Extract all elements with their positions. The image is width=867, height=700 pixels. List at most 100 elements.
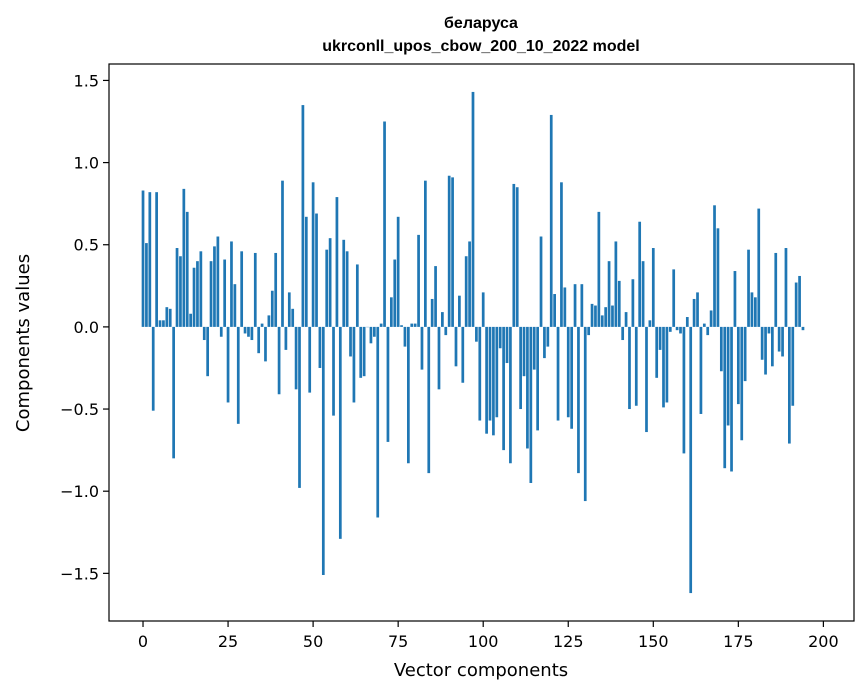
- bar-151: [655, 327, 658, 378]
- bar-137: [608, 261, 611, 327]
- bar-146: [638, 222, 641, 327]
- bar-100: [482, 292, 485, 327]
- bar-20: [210, 261, 213, 327]
- bar-60: [346, 251, 349, 327]
- bar-93: [458, 296, 461, 327]
- bar-188: [781, 327, 784, 357]
- bar-14: [189, 314, 192, 327]
- bar-185: [771, 327, 774, 366]
- bar-27: [234, 284, 237, 327]
- bar-49: [308, 327, 311, 393]
- y-tick-label: 0.0: [74, 318, 99, 337]
- bar-139: [615, 241, 618, 326]
- bar-61: [349, 327, 352, 357]
- bar-150: [652, 248, 655, 327]
- bar-43: [288, 292, 291, 327]
- bar-64: [359, 327, 362, 378]
- bar-0: [142, 191, 145, 327]
- bar-175: [737, 327, 740, 404]
- bar-190: [788, 327, 791, 444]
- bar-144: [632, 279, 635, 327]
- bar-55: [329, 238, 332, 327]
- bar-180: [754, 297, 757, 327]
- bar-86: [434, 266, 437, 327]
- bar-30: [244, 327, 247, 334]
- bar-65: [363, 327, 366, 376]
- bar-79: [410, 324, 413, 327]
- bar-53: [322, 327, 325, 575]
- bar-153: [662, 327, 665, 408]
- bar-152: [659, 327, 662, 350]
- bar-26: [230, 241, 233, 326]
- bar-101: [485, 327, 488, 434]
- chart-title-line-1: беларуса: [444, 15, 518, 32]
- bar-148: [645, 327, 648, 432]
- bar-16: [196, 261, 199, 327]
- bar-10: [176, 248, 179, 327]
- bar-135: [601, 315, 604, 327]
- bar-142: [625, 312, 628, 327]
- bar-149: [649, 320, 652, 327]
- bar-133: [594, 306, 597, 327]
- bar-184: [768, 327, 771, 334]
- bar-187: [778, 327, 781, 352]
- bar-168: [713, 205, 716, 327]
- bar-120: [550, 115, 553, 327]
- bar-194: [802, 327, 805, 330]
- bar-31: [247, 327, 250, 337]
- bar-94: [461, 327, 464, 383]
- bar-122: [557, 327, 560, 421]
- bar-104: [495, 327, 498, 417]
- bar-2: [148, 192, 151, 327]
- bar-8: [169, 309, 172, 327]
- bar-6: [162, 320, 165, 327]
- bar-19: [206, 327, 209, 376]
- bar-116: [536, 327, 539, 431]
- bar-192: [795, 283, 798, 327]
- bar-67: [370, 327, 373, 343]
- y-tick-label: −0.5: [60, 400, 99, 419]
- bar-164: [700, 327, 703, 414]
- bar-84: [427, 327, 430, 473]
- bar-32: [251, 327, 254, 340]
- bar-123: [560, 182, 563, 327]
- bar-178: [747, 250, 750, 327]
- bar-90: [448, 176, 451, 327]
- bar-33: [254, 253, 257, 327]
- bar-54: [325, 250, 328, 327]
- bar-34: [257, 327, 260, 353]
- bar-128: [577, 327, 580, 473]
- x-tick-label: 75: [388, 632, 408, 651]
- bar-189: [785, 248, 788, 327]
- bar-series: [142, 92, 805, 593]
- bar-7: [165, 307, 168, 327]
- bar-13: [186, 212, 189, 327]
- bar-11: [179, 256, 182, 327]
- bar-82: [421, 327, 424, 370]
- bar-45: [295, 327, 298, 389]
- bar-170: [720, 327, 723, 371]
- bar-15: [193, 268, 196, 327]
- bar-58: [339, 327, 342, 539]
- bar-18: [203, 327, 206, 340]
- bar-59: [342, 240, 345, 327]
- bar-156: [672, 269, 675, 327]
- bar-127: [574, 284, 577, 327]
- x-tick-label: 50: [303, 632, 323, 651]
- bar-75: [397, 217, 400, 327]
- bar-173: [730, 327, 733, 472]
- bar-131: [587, 327, 590, 335]
- bar-171: [723, 327, 726, 468]
- bar-25: [227, 327, 230, 403]
- bar-12: [182, 189, 185, 327]
- x-tick-label: 200: [808, 632, 839, 651]
- bar-181: [757, 209, 760, 327]
- bar-40: [278, 327, 281, 394]
- bar-117: [540, 237, 543, 327]
- bar-118: [543, 327, 546, 358]
- bar-80: [414, 324, 417, 327]
- bar-70: [380, 324, 383, 327]
